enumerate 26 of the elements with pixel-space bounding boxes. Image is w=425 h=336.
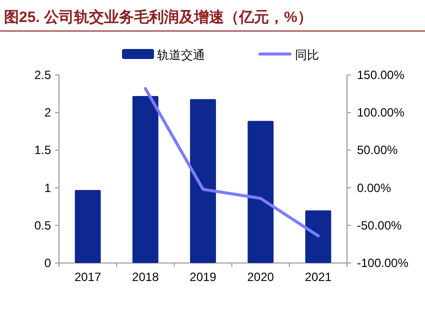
legend-label: 轨道交通 (157, 48, 205, 62)
y-tick-label: 2.5 (34, 68, 52, 82)
x-tick-label: 2020 (247, 270, 274, 284)
y-tick-label: 1.5 (34, 143, 52, 158)
y2-tick-label: 150.00% (357, 68, 405, 82)
legend-label: 同比 (295, 48, 319, 62)
x-tick-label: 2021 (304, 270, 332, 284)
chart-title: 图25. 公司轨交业务毛利润及增速（亿元，%） (4, 8, 312, 26)
bar (132, 96, 158, 263)
x-tick-label: 2019 (190, 270, 217, 284)
y2-tick-label: -100.00% (357, 256, 409, 270)
y-tick-label: 0 (44, 256, 52, 270)
bar (248, 120, 274, 263)
line-series (144, 87, 320, 238)
y2-tick-label: 50.00% (357, 143, 398, 158)
y2-tick-label: 100.00% (357, 106, 405, 120)
bar (74, 190, 101, 263)
bar (190, 99, 216, 263)
x-tick-label: 2017 (74, 270, 102, 284)
x-tick-label: 2018 (132, 270, 160, 284)
bar (305, 210, 332, 263)
y2-tick-label: 0.00% (357, 180, 392, 195)
y-tick-label: 0.5 (34, 218, 52, 232)
y-tick-label: 2 (44, 106, 52, 120)
y2-tick-label: -50.00% (357, 218, 402, 232)
y-tick-label: 1 (44, 180, 52, 195)
